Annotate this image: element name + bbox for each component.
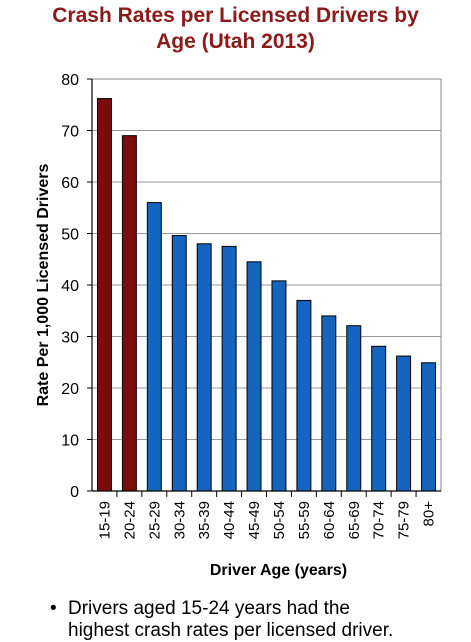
bar — [196, 243, 212, 492]
x-tick-label: 80+ — [421, 501, 438, 527]
x-axis-title: Driver Age (years) — [210, 562, 347, 579]
bar — [421, 362, 437, 492]
bar — [271, 280, 287, 492]
bar — [296, 299, 312, 492]
y-tick-label: 20 — [61, 381, 79, 398]
bar — [346, 325, 362, 492]
bar — [146, 202, 162, 492]
bar — [321, 315, 337, 492]
chart-title-line-1: Crash Rates per Licensed Drivers by — [52, 4, 419, 27]
bar — [396, 355, 412, 492]
bar — [371, 345, 387, 492]
y-axis-title: Rate Per 1,000 Licensed Drivers — [35, 164, 52, 407]
x-tick-label: 70-74 — [371, 501, 388, 539]
x-tick-label: 55-59 — [296, 501, 313, 539]
y-tick-label: 30 — [61, 330, 79, 347]
x-tick-label: 20-24 — [121, 501, 138, 539]
y-tick-label: 60 — [61, 175, 79, 192]
x-tick-label: 30-34 — [171, 501, 188, 539]
bar — [121, 135, 137, 492]
bullet-text-1: Drivers aged 15-24 years had the — [68, 598, 350, 619]
y-tick-label: 50 — [61, 227, 79, 244]
chart-title-line-2: Age (Utah 2013) — [156, 30, 315, 53]
x-tick-label: 65-69 — [346, 501, 363, 539]
x-tick-label: 45-49 — [246, 501, 263, 539]
y-tick-label: 0 — [70, 484, 79, 501]
bar — [246, 261, 262, 492]
bar — [171, 235, 187, 492]
y-tick-label: 10 — [61, 433, 79, 450]
x-tick-label: 25-29 — [146, 501, 163, 539]
bullet-marker: • — [50, 598, 57, 619]
x-tick-label: 60-64 — [321, 501, 338, 539]
bar — [96, 98, 112, 492]
bullet-text-2: highest crash rates per licensed driver. — [68, 620, 394, 641]
bar-chart: 0 10 20 30 40 50 60 70 80 15-19 20-24 25-29 30-34 35-… — [35, 72, 442, 579]
summary-bullet: • Drivers aged 15-24 years had the highes… — [50, 598, 393, 642]
chart-title: Crash Rates per Licensed Drivers by Age … — [0, 3, 471, 55]
x-tick-label: 35-39 — [196, 501, 213, 539]
y-tick-label: 70 — [61, 124, 79, 141]
y-tick-label: 80 — [61, 72, 79, 89]
x-tick-label: 40-44 — [221, 501, 238, 539]
bar — [221, 245, 237, 492]
bullet-line-1: • Drivers aged 15-24 years had the — [50, 598, 393, 620]
bullet-line-2: highest crash rates per licensed driver. — [50, 620, 393, 642]
x-tick-label: 50-54 — [271, 501, 288, 539]
y-tick-label: 40 — [61, 278, 79, 295]
x-tick-label: 75-79 — [396, 501, 413, 539]
x-tick-label: 15-19 — [96, 501, 113, 539]
